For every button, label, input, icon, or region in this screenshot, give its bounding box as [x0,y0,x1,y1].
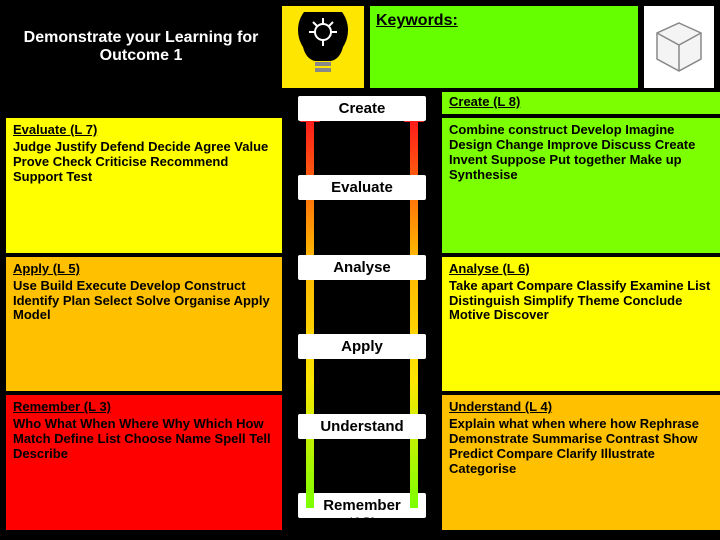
keywords-panel: Keywords: [370,6,638,88]
evaluate-l7-box: Evaluate (L 7) Judge Justify Defend Deci… [6,118,282,253]
evaluate-l7-header: Evaluate (L 7) [13,123,275,138]
apply-l5-body: Use Build Execute Develop Construct Iden… [13,278,270,323]
apply-l5-box: Apply (L 5) Use Build Execute Develop Co… [6,257,282,392]
create-l8-body: Combine construct Develop Imagine Design… [449,122,695,182]
rung-remember: Remember [298,493,426,518]
apply-l5-header: Apply (L 5) [13,262,275,277]
create-l8-box: Combine construct Develop Imagine Design… [442,118,720,253]
understand-l4-body: Explain what when where how Rephrase Dem… [449,416,699,476]
remember-l3-header: Remember (L 3) [13,400,275,415]
analyse-l6-box: Analyse (L 6) Take apart Compare Classif… [442,257,720,392]
keywords-label: Keywords: [376,12,458,29]
remember-l3-body: Who What When Where Why Which How Match … [13,416,271,461]
bloom-ladder: Create Evaluate Analyse Apply Understand… [286,92,438,530]
spacer [6,92,282,114]
rung-analyse: Analyse [298,255,426,280]
understand-l4-header: Understand (L 4) [449,400,715,415]
analyse-l6-body: Take apart Compare Classify Examine List… [449,278,710,323]
rung-evaluate: Evaluate [298,175,426,200]
analyse-l6-header: Analyse (L 6) [449,262,715,277]
timestamp: 12:59 [298,516,426,528]
understand-l4-box: Understand (L 4) Explain what when where… [442,395,720,530]
rung-apply: Apply [298,334,426,359]
evaluate-l7-body: Judge Justify Defend Decide Agree Value … [13,139,268,184]
remember-l3-box: Remember (L 3) Who What When Where Why W… [6,395,282,530]
lightbulb-icon [282,6,364,88]
create-l8-header: Create (L 8) [442,92,720,114]
rung-understand: Understand [298,414,426,439]
cube-icon [644,6,714,88]
page-title: Demonstrate your Learning for Outcome 1 [6,6,276,88]
rung-create: Create [298,96,426,121]
